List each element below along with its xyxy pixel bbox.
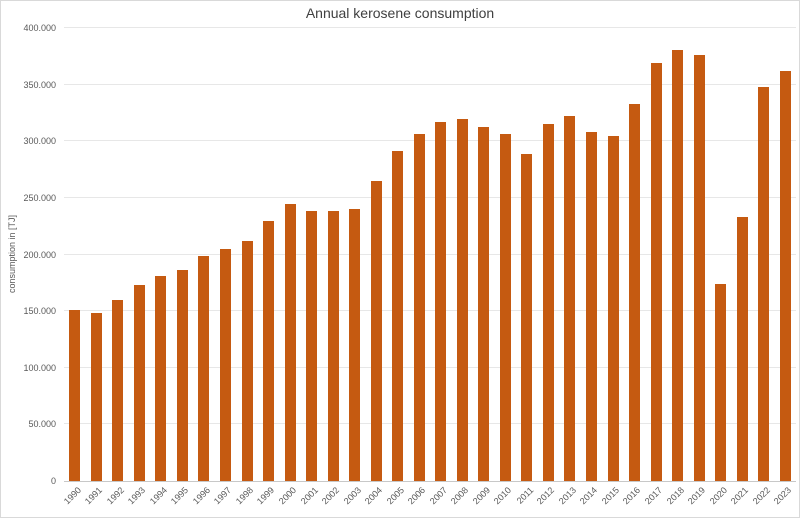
- bar-2001: [306, 211, 318, 481]
- y-tick-label: 50.000: [28, 419, 56, 430]
- bar-1997: [219, 248, 231, 481]
- gridline: [64, 253, 796, 255]
- y-axis-tick-labels: 0 50.000 100.000 150.000 200.000 250.000 300.0…: [1, 23, 56, 486]
- bar-2010: [499, 134, 511, 481]
- y-tick-label: 0: [50, 476, 56, 486]
- bar-2019: [693, 55, 705, 481]
- gridline: [64, 423, 796, 425]
- bar-2004: [370, 180, 382, 481]
- bar-2015: [607, 135, 619, 481]
- bar-1990: [69, 310, 81, 481]
- bar-2017: [650, 63, 662, 481]
- bar-1994: [155, 276, 167, 481]
- bar-2013: [564, 116, 576, 481]
- y-tick-label: 350.000: [23, 79, 56, 90]
- gridline: [64, 196, 796, 198]
- chart-title: Annual kerosene consumption: [305, 5, 495, 21]
- bar-2009: [478, 126, 490, 481]
- bar-1992: [112, 299, 124, 481]
- bar-2012: [542, 124, 554, 481]
- bar-2006: [413, 134, 425, 481]
- bar-2005: [392, 151, 404, 481]
- bar-2000: [284, 203, 296, 481]
- bar-2008: [456, 118, 468, 481]
- plot-area: [64, 27, 796, 482]
- gridline: [64, 366, 796, 368]
- y-tick-label: 150.000: [23, 306, 56, 317]
- bar-1998: [241, 240, 253, 481]
- x-axis-tick-labels: 1990 1991 1992 1993 1994 1995 1996 1997 1998 1999…: [61, 485, 794, 507]
- y-tick-label: 400.000: [23, 23, 56, 33]
- y-tick-label: 200.000: [23, 249, 56, 260]
- y-tick-label: 100.000: [23, 362, 56, 373]
- bar-2016: [629, 103, 641, 481]
- bar-2007: [435, 122, 447, 481]
- gridline: [64, 140, 796, 142]
- bar-1995: [176, 270, 188, 481]
- bar-2021: [736, 217, 748, 481]
- bar-2020: [715, 283, 727, 481]
- gridline: [64, 27, 796, 28]
- bar-2003: [349, 209, 361, 481]
- bar-1993: [133, 285, 145, 481]
- y-tick-label: 300.000: [23, 136, 56, 147]
- bar-2023: [779, 71, 791, 481]
- bar-1991: [90, 313, 102, 481]
- bar-2014: [585, 132, 597, 481]
- gridline: [64, 83, 796, 85]
- bar-2018: [672, 49, 684, 481]
- gridline: [64, 310, 796, 312]
- bar-1996: [198, 255, 210, 481]
- bar-2002: [327, 211, 339, 481]
- bar-2011: [521, 153, 533, 481]
- y-tick-label: 250.000: [23, 192, 56, 203]
- x-axis-line: [64, 481, 796, 482]
- bar-2022: [758, 86, 770, 481]
- bar-1999: [263, 220, 275, 481]
